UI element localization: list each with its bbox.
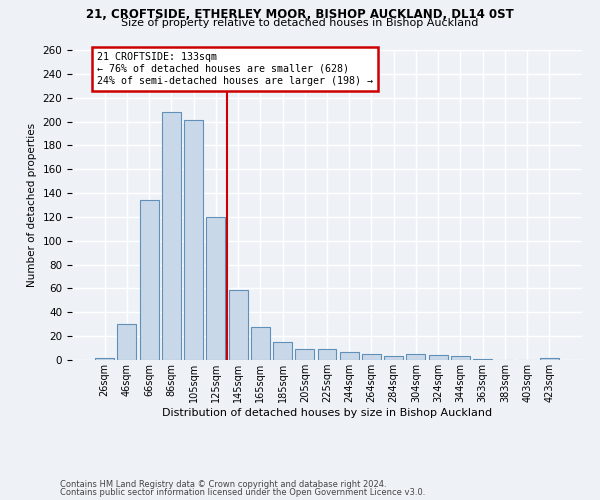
- Bar: [406, 354, 425, 360]
- Text: Size of property relative to detached houses in Bishop Auckland: Size of property relative to detached ho…: [121, 18, 479, 28]
- Bar: [317, 350, 337, 360]
- Text: 21 CROFTSIDE: 133sqm
← 76% of detached houses are smaller (628)
24% of semi-deta: 21 CROFTSIDE: 133sqm ← 76% of detached h…: [97, 52, 373, 86]
- Bar: [295, 350, 314, 360]
- Bar: [206, 217, 225, 360]
- Bar: [384, 356, 403, 360]
- Bar: [340, 352, 359, 360]
- Text: Contains public sector information licensed under the Open Government Licence v3: Contains public sector information licen…: [60, 488, 425, 497]
- Bar: [473, 359, 492, 360]
- Bar: [273, 342, 292, 360]
- Bar: [362, 354, 381, 360]
- Bar: [251, 326, 270, 360]
- Text: 21, CROFTSIDE, ETHERLEY MOOR, BISHOP AUCKLAND, DL14 0ST: 21, CROFTSIDE, ETHERLEY MOOR, BISHOP AUC…: [86, 8, 514, 20]
- Bar: [162, 112, 181, 360]
- Text: Contains HM Land Registry data © Crown copyright and database right 2024.: Contains HM Land Registry data © Crown c…: [60, 480, 386, 489]
- Bar: [140, 200, 158, 360]
- Bar: [429, 355, 448, 360]
- Bar: [95, 358, 114, 360]
- Bar: [451, 356, 470, 360]
- X-axis label: Distribution of detached houses by size in Bishop Auckland: Distribution of detached houses by size …: [162, 408, 492, 418]
- Bar: [229, 290, 248, 360]
- Bar: [118, 324, 136, 360]
- Y-axis label: Number of detached properties: Number of detached properties: [27, 123, 37, 287]
- Bar: [184, 120, 203, 360]
- Bar: [540, 358, 559, 360]
